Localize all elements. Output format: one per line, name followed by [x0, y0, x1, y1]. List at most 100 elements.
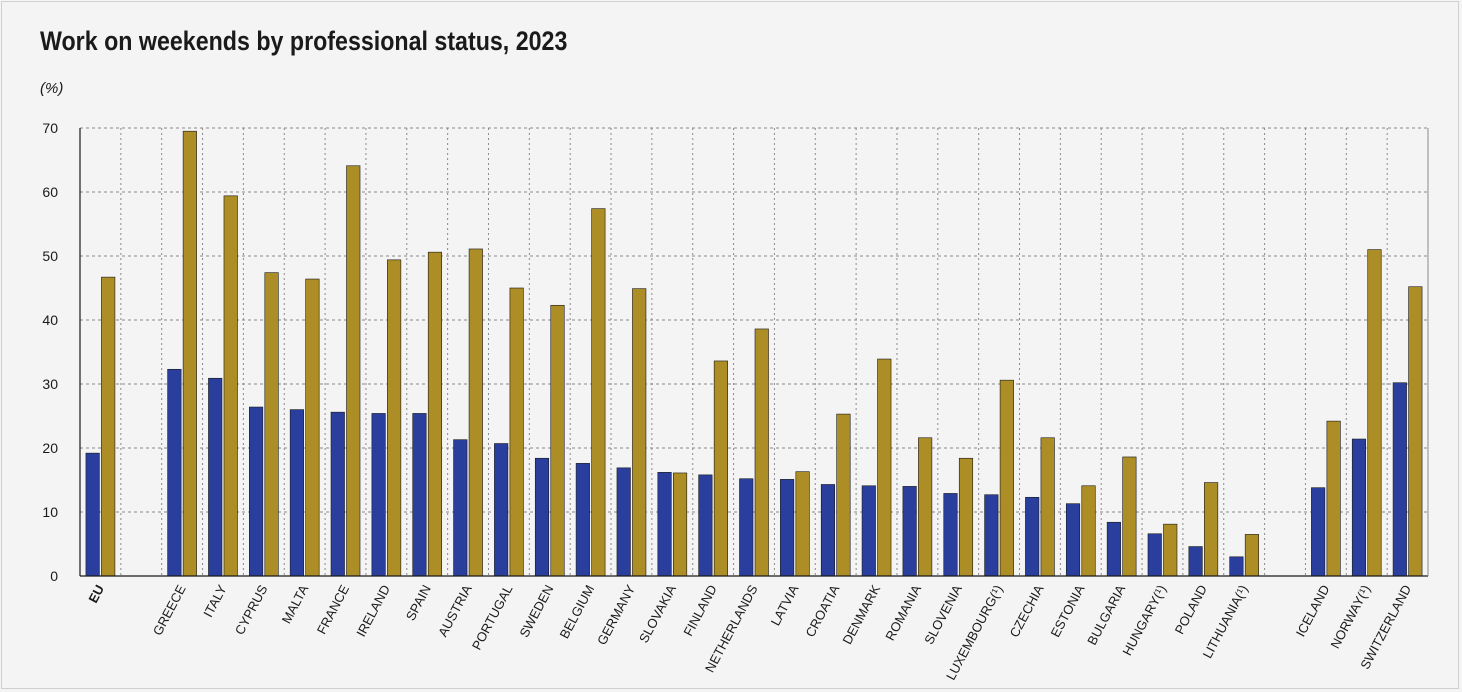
bar-series-b	[468, 248, 483, 577]
bar-series-a	[1106, 521, 1121, 577]
bar-series-b	[1204, 482, 1219, 577]
x-tick-label: IRELAND	[353, 582, 393, 639]
x-tick-label: NORWAY(¹)	[1327, 582, 1373, 651]
bar-series-b	[1244, 534, 1259, 577]
bar-series-b	[1326, 420, 1341, 577]
bar-series-b	[346, 165, 361, 577]
bar-series-a	[1229, 556, 1244, 577]
bar-series-b	[387, 259, 402, 577]
x-tick-label: ESTONIA	[1048, 582, 1088, 640]
bar-series-b	[427, 251, 443, 577]
y-tick-label: 50	[42, 248, 58, 264]
x-tick-label: CROATIA	[802, 582, 842, 639]
bar-series-a	[943, 493, 958, 577]
bar-series-a	[85, 452, 100, 577]
x-tick-label: CZECHIA	[1007, 582, 1047, 640]
bar-series-a	[1147, 533, 1162, 577]
bar-series-a	[371, 413, 386, 577]
bar-series-b	[264, 272, 279, 577]
bar-series-a	[739, 478, 754, 577]
x-tick-label: FRANCE	[314, 582, 352, 637]
plot-area	[80, 128, 1428, 576]
bar-series-a	[167, 368, 182, 577]
x-tick-label: GREECE	[150, 582, 189, 638]
x-tick-label: FINLAND	[680, 582, 719, 638]
y-tick-label: 60	[42, 184, 58, 200]
bar-series-a	[1065, 503, 1081, 577]
bar-series-a	[820, 484, 835, 577]
bar-series-b	[509, 287, 524, 577]
bar-series-b	[673, 472, 688, 577]
bar-series-a	[494, 443, 509, 577]
bar-series-b	[1040, 437, 1055, 577]
chart-title: Work on weekends by professional status,…	[40, 26, 568, 56]
bar-series-a	[1351, 438, 1367, 577]
bar-series-a	[657, 472, 672, 577]
bar-series-b	[182, 130, 197, 577]
y-tick-label: 30	[42, 376, 58, 392]
bar-series-b	[223, 195, 238, 577]
x-tick-label: ITALY	[200, 582, 229, 620]
x-tick-label: CYPRUS	[232, 582, 271, 637]
bar-series-b	[1367, 249, 1382, 577]
bar-series-b	[795, 471, 810, 577]
bar-series-a	[984, 494, 999, 577]
bar-series-b	[101, 276, 116, 577]
bar-series-a	[208, 377, 223, 577]
bar-series-b	[632, 288, 647, 577]
bar-series-b	[754, 328, 769, 577]
bar-series-a	[698, 474, 713, 577]
bar-series-b	[999, 379, 1014, 577]
x-tick-label: SPAIN	[403, 582, 434, 623]
x-tick-label: SWEDEN	[516, 582, 556, 639]
bar-series-b	[591, 208, 606, 577]
bar-series-a	[289, 409, 304, 577]
bar-series-b	[305, 278, 320, 577]
bar-series-a	[453, 439, 468, 577]
bar-series-b	[1081, 485, 1096, 577]
bar-series-a	[1025, 496, 1040, 577]
x-tick-label: HUNGARY(¹)	[1119, 582, 1169, 658]
bar-series-a	[575, 463, 590, 577]
y-tick-label: 0	[50, 568, 58, 584]
bar-series-a	[534, 457, 550, 577]
bar-series-b	[1408, 286, 1423, 577]
bar-series-b	[713, 360, 728, 577]
x-tick-label: PORTUGAL	[469, 582, 516, 652]
bar-series-a	[861, 485, 876, 577]
bar-series-b	[918, 437, 933, 577]
x-tick-label: SLOVENIA	[921, 582, 965, 647]
bar-series-b	[550, 304, 565, 577]
y-tick-label: 10	[42, 504, 58, 520]
x-tick-label: ICELAND	[1293, 582, 1333, 639]
x-tick-label: MALTA	[279, 582, 312, 626]
x-tick-label: DENMARK	[839, 582, 883, 647]
x-tick-label: AUSTRIA	[435, 582, 475, 639]
bar-series-a	[249, 406, 264, 577]
x-tick-label: LATVIA	[768, 582, 802, 628]
bar-series-a	[902, 486, 917, 577]
bar-series-a	[330, 411, 345, 577]
bar-series-a	[780, 479, 795, 577]
bar-series-b	[836, 413, 851, 577]
x-tick-label: BULGARIA	[1084, 582, 1128, 647]
y-axis-unit: (%)	[40, 80, 64, 97]
bar-series-a	[616, 467, 631, 577]
y-tick-label: 70	[42, 120, 58, 136]
x-tick-label: SLOVAKIA	[636, 582, 679, 645]
bar-series-b	[877, 358, 892, 577]
bar-series-b	[958, 457, 974, 577]
bar-series-a	[1392, 382, 1407, 577]
y-tick-label: 20	[42, 440, 58, 456]
bar-series-b	[1122, 456, 1137, 577]
x-tick-label: POLAND	[1172, 582, 1210, 636]
bar-series-b	[1163, 523, 1178, 577]
x-tick-label: ROMANIA	[882, 582, 924, 643]
bar-series-a	[1188, 546, 1203, 577]
bar-series-a	[1311, 487, 1326, 577]
bar-series-a	[412, 413, 427, 577]
x-tick-label: GERMANY	[594, 582, 638, 647]
y-tick-label: 40	[42, 312, 58, 328]
